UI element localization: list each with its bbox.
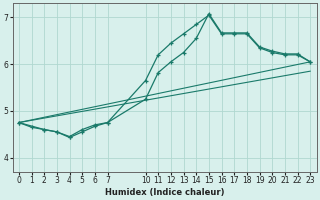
X-axis label: Humidex (Indice chaleur): Humidex (Indice chaleur) [105,188,224,197]
